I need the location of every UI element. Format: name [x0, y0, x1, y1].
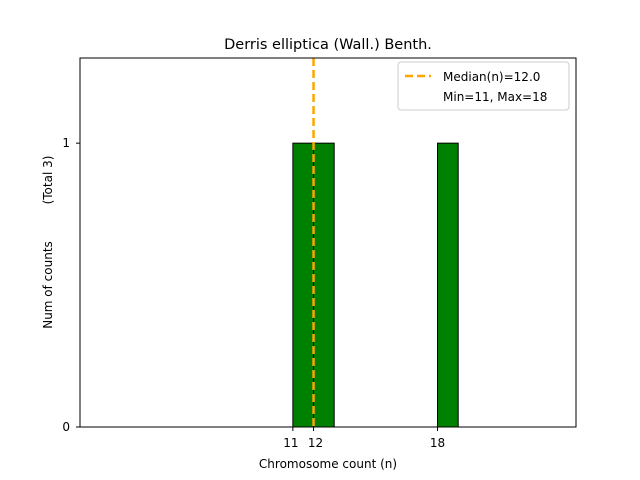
y-axis-label: Num of counts	[41, 241, 55, 329]
y-tick-label-1: 1	[62, 136, 70, 150]
bar-12	[313, 142, 335, 428]
x-tick-label-18: 18	[430, 436, 445, 450]
y-tick-label-0: 0	[62, 420, 70, 434]
y-axis-ticks: 01	[62, 136, 80, 434]
legend-range-label: Min=11, Max=18	[443, 90, 547, 104]
bars-layer	[292, 142, 459, 428]
legend: Median(n)=12.0 Min=11, Max=18	[397, 61, 570, 111]
plot-area-frame	[79, 57, 577, 428]
x-tick-label-12: 12	[308, 436, 323, 450]
x-axis-label: Chromosome count (n)	[259, 457, 397, 471]
x-axis-ticks: 11 12 18	[283, 427, 445, 450]
legend-frame	[397, 61, 570, 111]
bar-11	[292, 142, 315, 428]
bar-18	[437, 142, 459, 428]
x-tick-label-11: 11	[283, 436, 298, 450]
chart-title: Derris elliptica (Wall.) Benth.	[224, 37, 432, 53]
legend-median-label: Median(n)=12.0	[443, 70, 540, 84]
y-axis-total-label: (Total 3)	[41, 156, 55, 205]
